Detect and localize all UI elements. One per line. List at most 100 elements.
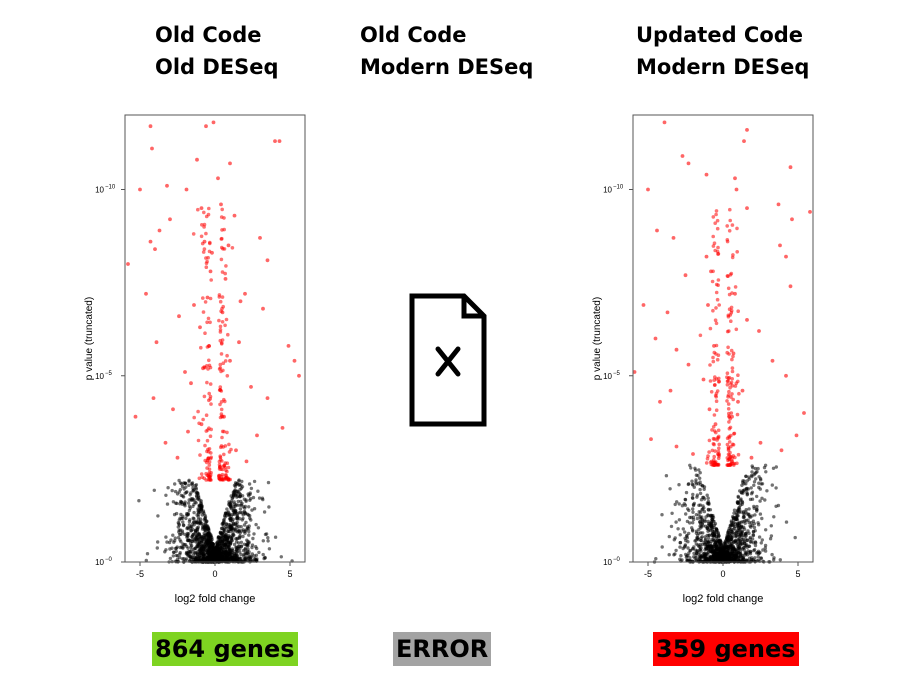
data-point <box>165 502 170 506</box>
data-point <box>195 544 199 549</box>
data-point <box>218 299 223 304</box>
data-point <box>726 376 731 381</box>
data-point <box>784 373 788 378</box>
data-point <box>192 510 196 515</box>
data-point <box>696 482 701 486</box>
data-point <box>709 390 714 394</box>
data-point <box>191 527 195 532</box>
data-point <box>733 176 737 181</box>
data-point <box>197 495 201 500</box>
data-point <box>758 512 763 516</box>
data-point <box>724 540 729 544</box>
data-point <box>220 320 225 324</box>
data-point <box>266 539 270 543</box>
data-point <box>220 310 225 315</box>
data-point <box>238 550 242 554</box>
data-point <box>713 449 717 453</box>
x-tick-label: -5 <box>644 569 652 579</box>
data-point <box>202 225 206 229</box>
data-point <box>714 290 719 295</box>
data-point <box>736 543 740 547</box>
data-point <box>172 550 176 555</box>
data-point <box>133 414 138 419</box>
data-point <box>737 546 741 550</box>
data-point <box>676 527 680 531</box>
data-point <box>660 545 664 549</box>
data-point <box>711 234 715 239</box>
data-point <box>186 511 190 516</box>
data-point <box>219 531 223 536</box>
data-point <box>198 548 202 553</box>
data-point <box>753 543 758 548</box>
data-point <box>778 243 782 248</box>
data-point <box>687 531 691 536</box>
data-point <box>190 535 194 539</box>
data-point <box>201 296 205 300</box>
data-point <box>715 297 720 302</box>
data-point <box>748 497 753 502</box>
data-point <box>219 257 224 262</box>
data-point <box>713 555 717 559</box>
data-point <box>186 554 190 558</box>
data-point <box>705 493 709 497</box>
data-point <box>707 438 712 443</box>
data-point <box>201 366 205 371</box>
data-point <box>219 215 224 219</box>
data-point <box>716 278 721 282</box>
data-point <box>227 442 231 447</box>
data-point <box>185 538 190 543</box>
y-axis-label: p value (truncated) <box>592 297 603 380</box>
data-point <box>712 538 716 543</box>
data-point <box>240 479 244 484</box>
data-point <box>707 407 712 412</box>
data-point <box>249 385 253 389</box>
data-point <box>682 502 686 506</box>
data-point <box>192 488 196 492</box>
data-point <box>171 554 175 558</box>
data-point <box>703 554 707 558</box>
data-point <box>221 550 225 554</box>
data-point <box>738 555 742 559</box>
data-point <box>220 338 225 342</box>
data-point <box>217 459 222 464</box>
data-point <box>263 532 268 537</box>
data-point <box>239 486 244 490</box>
data-point <box>208 556 212 560</box>
data-point <box>249 486 254 491</box>
data-point <box>190 482 194 486</box>
data-point <box>717 380 721 384</box>
data-point <box>754 541 758 545</box>
data-point <box>725 239 730 244</box>
data-point <box>208 541 212 545</box>
data-point <box>199 472 204 476</box>
data-point <box>742 545 746 550</box>
data-point <box>227 450 232 454</box>
data-point <box>235 545 239 549</box>
data-point <box>725 399 729 403</box>
data-point <box>224 264 228 268</box>
data-point <box>739 532 743 536</box>
data-point <box>774 486 778 490</box>
data-point <box>745 206 749 210</box>
data-point <box>250 552 254 556</box>
data-point <box>193 539 197 544</box>
data-point <box>208 382 213 386</box>
data-point <box>794 433 799 438</box>
data-point <box>206 316 211 321</box>
data-point <box>225 374 230 378</box>
data-point <box>749 455 754 460</box>
data-point <box>211 558 215 563</box>
data-point <box>726 393 731 397</box>
data-point <box>737 391 741 396</box>
data-point <box>698 476 702 480</box>
data-point <box>153 247 157 252</box>
data-point <box>220 245 224 250</box>
data-point <box>238 299 243 304</box>
data-point <box>758 487 762 491</box>
data-point <box>752 473 756 477</box>
data-point <box>755 494 759 499</box>
data-point <box>222 542 226 547</box>
data-point <box>727 414 731 418</box>
data-point <box>233 553 237 558</box>
data-point <box>726 286 731 291</box>
